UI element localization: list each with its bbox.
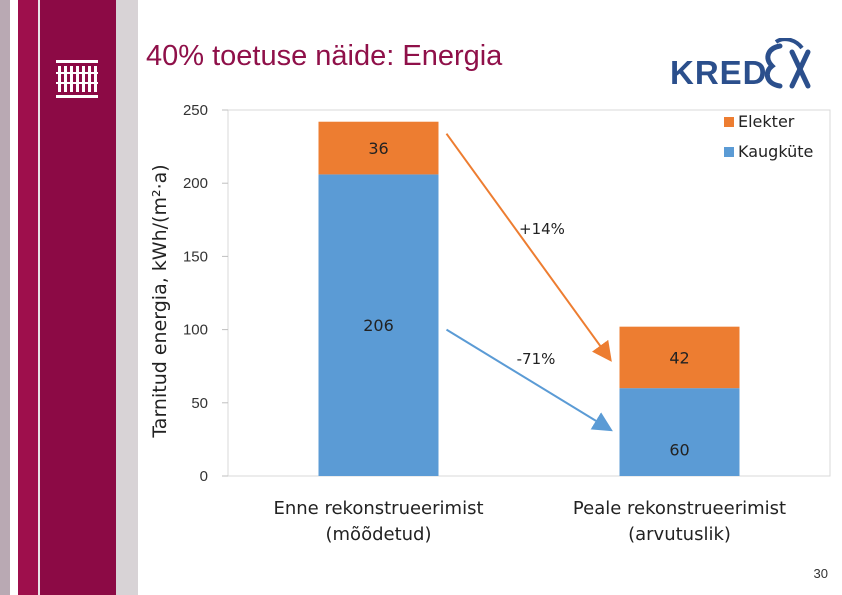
legend-label: Elekter	[738, 112, 795, 131]
x-category-label: (mõõdetud)	[326, 524, 432, 545]
y-tick-label: 50	[191, 395, 208, 412]
trend-arrow	[445, 133, 612, 362]
side-stripe	[38, 0, 40, 595]
data-label: 42	[669, 348, 689, 367]
side-stripe	[10, 0, 18, 595]
svg-text:KRED: KRED	[670, 54, 768, 91]
change-annotation: -71%	[517, 350, 556, 368]
y-tick-label: 0	[200, 468, 208, 485]
change-annotation: +14%	[519, 220, 565, 238]
bar-kaugk-te-0	[318, 174, 439, 476]
bar-elekter-0	[318, 121, 439, 175]
data-label: 60	[669, 441, 689, 460]
slide-title: 40% toetuse näide: Energia	[146, 40, 503, 72]
legend-swatch	[724, 117, 734, 127]
side-decoration	[0, 0, 138, 595]
side-stripe	[40, 0, 116, 595]
energy-chart: 0 50 100 150 200 250 Tarnitud energia, kWh/(m²…	[149, 102, 831, 545]
plot-area	[227, 109, 831, 477]
y-tick-label: 100	[183, 322, 208, 339]
bar-kaugk-te-1	[619, 388, 740, 476]
building-logo-icon	[56, 60, 98, 98]
x-category-label: Enne rekonstrueerimist	[273, 498, 483, 519]
y-tick-label: 150	[183, 248, 208, 265]
trend-arrow	[445, 328, 613, 432]
y-axis-label: Tarnitud energia, kWh/(m²·a)	[149, 164, 171, 438]
data-label: 36	[368, 139, 388, 158]
page-number: 30	[813, 566, 828, 581]
data-label: 206	[363, 316, 394, 335]
chart-area: 0 50 100 150 200 250 Tarnitud energia, kWh/(m²…	[140, 96, 842, 554]
x-category-label: (arvutuslik)	[628, 524, 731, 545]
kredex-logo: KRED	[670, 38, 811, 91]
side-stripe	[116, 0, 138, 595]
bar-elekter-1	[619, 326, 740, 389]
y-tick-label: 250	[183, 102, 208, 119]
legend-label: Kaugküte	[738, 142, 813, 161]
x-category-label: Peale rekonstrueerimist	[573, 498, 786, 519]
y-tick-label: 200	[183, 175, 208, 192]
side-stripe	[0, 0, 10, 595]
legend-swatch	[724, 147, 734, 157]
side-stripe	[18, 0, 38, 595]
